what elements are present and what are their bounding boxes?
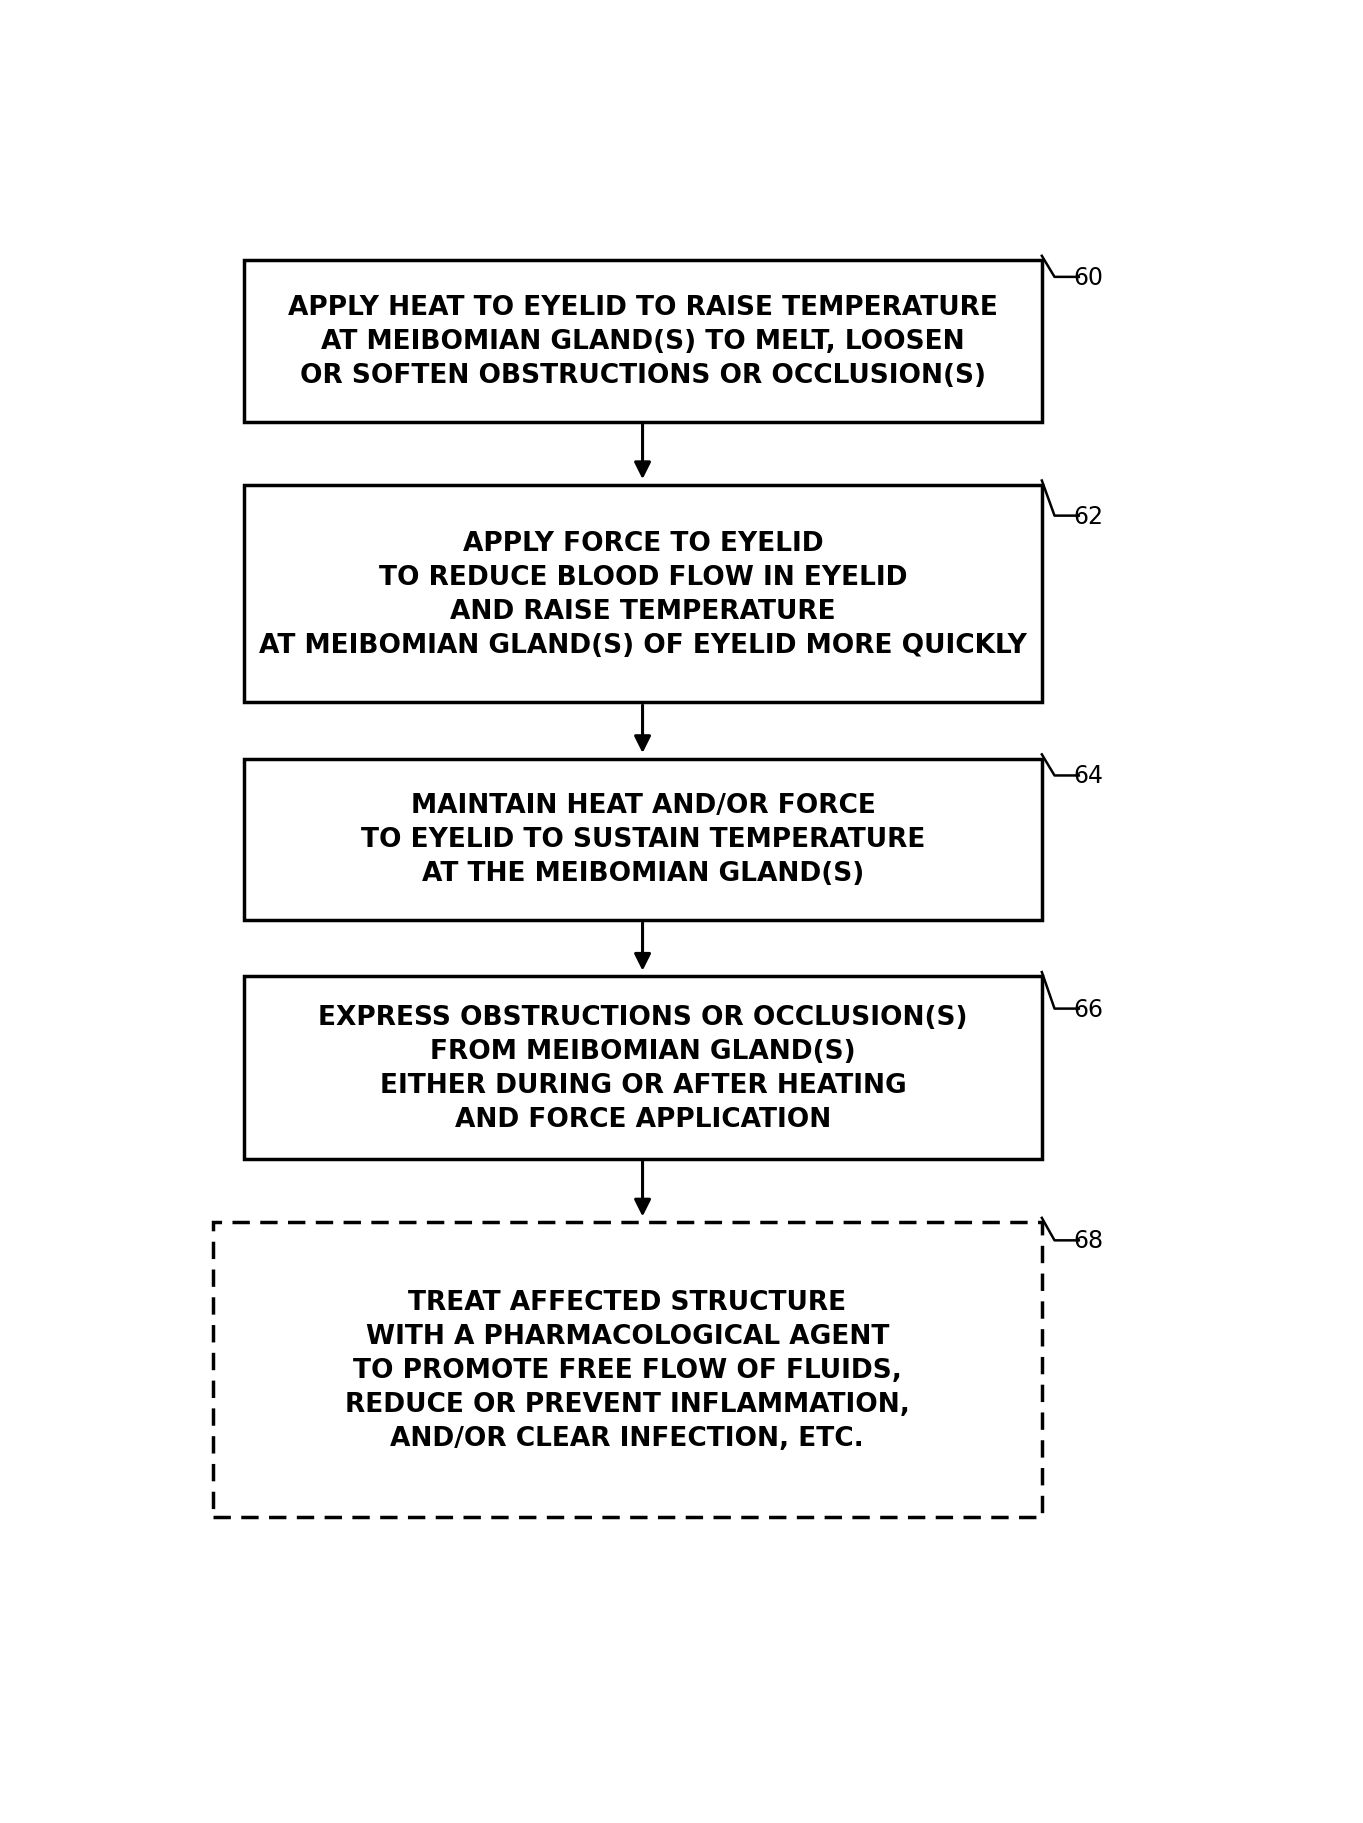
Text: 60: 60 — [1074, 266, 1104, 290]
FancyBboxPatch shape — [244, 261, 1041, 423]
Text: TREAT AFFECTED STRUCTURE
WITH A PHARMACOLOGICAL AGENT
TO PROMOTE FREE FLOW OF FL: TREAT AFFECTED STRUCTURE WITH A PHARMACO… — [345, 1289, 909, 1451]
Text: 64: 64 — [1074, 764, 1104, 788]
Text: 68: 68 — [1074, 1229, 1104, 1252]
Text: MAINTAIN HEAT AND/OR FORCE
TO EYELID TO SUSTAIN TEMPERATURE
AT THE MEIBOMIAN GLA: MAINTAIN HEAT AND/OR FORCE TO EYELID TO … — [361, 793, 925, 886]
FancyBboxPatch shape — [213, 1223, 1041, 1517]
Text: EXPRESS OBSTRUCTIONS OR OCCLUSION(S)
FROM MEIBOMIAN GLAND(S)
EITHER DURING OR AF: EXPRESS OBSTRUCTIONS OR OCCLUSION(S) FRO… — [319, 1004, 968, 1132]
FancyBboxPatch shape — [244, 485, 1041, 704]
FancyBboxPatch shape — [244, 758, 1041, 921]
Text: 62: 62 — [1074, 505, 1104, 529]
Text: APPLY HEAT TO EYELID TO RAISE TEMPERATURE
AT MEIBOMIAN GLAND(S) TO MELT, LOOSEN
: APPLY HEAT TO EYELID TO RAISE TEMPERATUR… — [288, 295, 998, 388]
Text: 66: 66 — [1074, 997, 1104, 1021]
FancyBboxPatch shape — [244, 977, 1041, 1159]
Text: APPLY FORCE TO EYELID
TO REDUCE BLOOD FLOW IN EYELID
AND RAISE TEMPERATURE
AT ME: APPLY FORCE TO EYELID TO REDUCE BLOOD FL… — [259, 530, 1026, 658]
